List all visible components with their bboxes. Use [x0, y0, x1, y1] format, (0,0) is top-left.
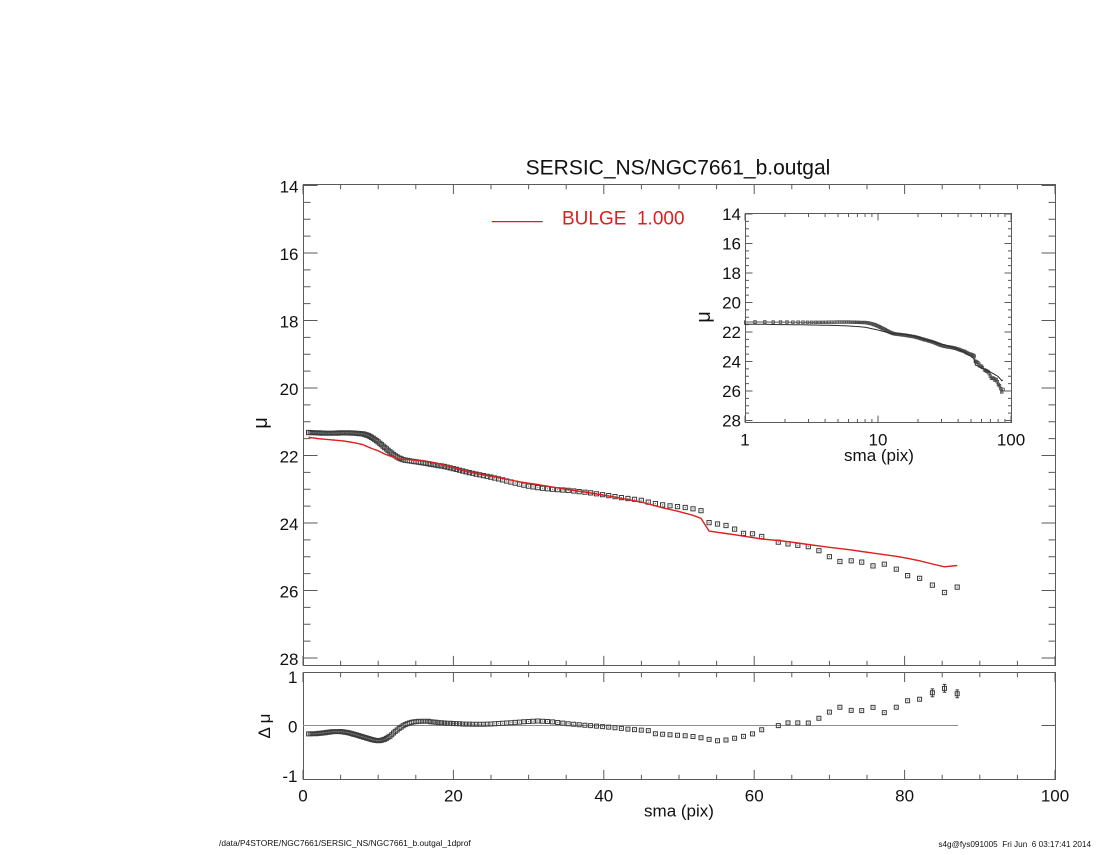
svg-text:100: 100: [997, 430, 1025, 449]
svg-text:80: 80: [895, 786, 914, 805]
svg-text:μ: μ: [250, 417, 272, 429]
svg-text:sma (pix): sma (pix): [844, 446, 914, 465]
svg-text:22: 22: [280, 448, 299, 467]
svg-text:26: 26: [722, 382, 741, 401]
svg-text:s4g@fys091005 Fri Jun 6 03:1: s4g@fys091005 Fri Jun 6 03:17:41 2014: [938, 840, 1091, 849]
svg-text:26: 26: [280, 583, 299, 602]
svg-text:1: 1: [288, 668, 297, 687]
svg-text:0: 0: [298, 786, 307, 805]
svg-text:-1: -1: [282, 767, 297, 786]
svg-text:14: 14: [280, 178, 299, 197]
svg-text:20: 20: [444, 786, 463, 805]
svg-text:100: 100: [1041, 786, 1069, 805]
svg-text:SERSIC_NS/NGC7661_b.outgal: SERSIC_NS/NGC7661_b.outgal: [526, 157, 831, 180]
svg-text:10: 10: [869, 430, 888, 449]
svg-text:/data/P4STORE/NGC7661/SERSIC_N: /data/P4STORE/NGC7661/SERSIC_NS/NGC7661_…: [219, 838, 471, 848]
svg-text:20: 20: [280, 380, 299, 399]
svg-text:16: 16: [280, 245, 299, 264]
svg-text:22: 22: [722, 323, 741, 342]
svg-text:28: 28: [280, 650, 299, 669]
svg-text:sma (pix): sma (pix): [644, 802, 714, 821]
svg-text:24: 24: [280, 515, 299, 534]
svg-text:20: 20: [722, 294, 741, 313]
svg-text:60: 60: [745, 786, 764, 805]
svg-text:1: 1: [740, 430, 749, 449]
svg-text:0: 0: [288, 718, 297, 737]
svg-text:Δ μ: Δ μ: [255, 714, 274, 739]
svg-text:24: 24: [722, 353, 741, 372]
svg-text:18: 18: [280, 313, 299, 332]
svg-text:16: 16: [722, 235, 741, 254]
svg-text:40: 40: [594, 786, 613, 805]
svg-text:18: 18: [722, 264, 741, 283]
svg-text:14: 14: [722, 205, 741, 224]
svg-text:μ: μ: [693, 311, 715, 323]
svg-text:28: 28: [722, 412, 741, 431]
svg-text:BULGE 1.000: BULGE 1.000: [562, 209, 685, 230]
